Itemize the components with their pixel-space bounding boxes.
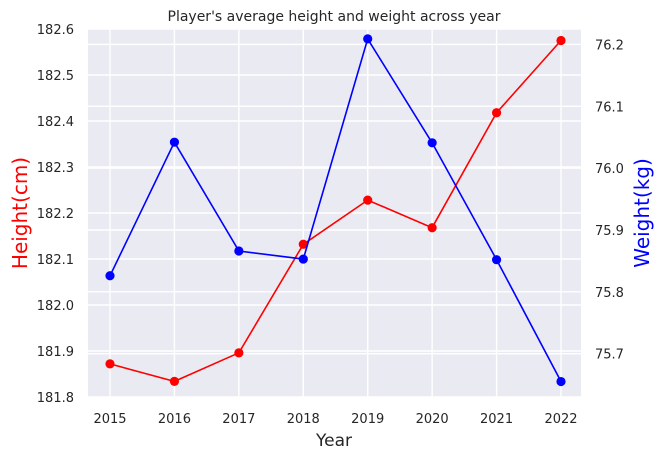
data-point-weight [491,255,502,265]
y-left-tick-label: 182.2 [37,207,74,222]
x-tick-label: 2022 [544,412,577,427]
y-left-tick-label: 182.3 [37,161,74,176]
y-right-tick-label: 75.8 [595,286,624,301]
x-tick-label: 2017 [222,412,255,427]
y-left-tick-label: 181.8 [37,391,74,406]
y-left-tick-label: 181.9 [37,345,74,360]
y-right-tick-label: 76.0 [595,162,624,177]
x-tick-label: 2015 [93,412,126,427]
y-left-tick-label: 182.4 [37,115,74,130]
x-tick-label: 2016 [158,412,191,427]
y-right-tick-label: 76.2 [595,38,624,53]
series-line-weight [109,36,562,382]
x-tick-label: 2020 [416,412,449,427]
data-point-weight [427,138,437,148]
grid [88,28,581,398]
data-point-height [556,35,566,46]
series-line-height [109,39,562,383]
data-point-weight [298,254,308,264]
data-point-height [234,348,244,358]
x-tick-label: 2019 [351,412,384,427]
data-point-height [298,239,308,249]
y-right-tick-label: 76.1 [595,100,624,115]
data-point-weight [556,376,566,387]
x-tick-label: 2018 [287,412,320,427]
y-right-tick-label: 75.7 [595,348,624,363]
left-y-axis-title: Height(cm) [8,157,32,269]
series-group [105,34,566,387]
data-point-weight [105,271,115,281]
data-point-weight [169,137,180,147]
x-axis-title: Year [315,431,352,451]
y-left-tick-label: 182.1 [37,253,74,268]
data-point-height [105,359,115,369]
data-point-height [363,195,373,205]
data-point-weight [234,246,244,256]
y-left-tick-label: 182.6 [37,23,74,38]
y-left-tick-label: 182.0 [37,299,74,314]
data-point-height [491,108,502,118]
data-point-height [169,376,180,386]
data-point-height [427,223,437,233]
chart-title: Player's average height and weight acros… [168,9,501,25]
y-right-tick-label: 75.9 [595,224,624,239]
x-tick-label: 2021 [480,412,513,427]
y-left-tick-label: 182.5 [37,69,74,84]
ticks-group: 2015 2016 2017 2018 2019 2020 2021 2022 181.8 181… [37,23,624,427]
right-y-axis-title: Weight(kg) [630,158,654,268]
data-point-weight [363,34,373,44]
